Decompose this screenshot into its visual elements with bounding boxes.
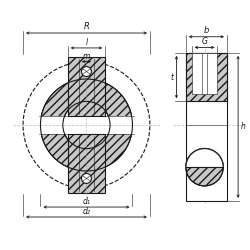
Wedge shape xyxy=(92,80,132,170)
Text: d₁: d₁ xyxy=(82,197,90,206)
Circle shape xyxy=(82,174,92,184)
Bar xyxy=(202,53,207,94)
Bar xyxy=(186,53,227,102)
Text: R: R xyxy=(84,22,89,31)
Circle shape xyxy=(40,79,132,171)
Circle shape xyxy=(63,102,110,148)
Bar xyxy=(186,53,227,201)
Text: l: l xyxy=(86,38,87,47)
Text: t: t xyxy=(171,73,174,82)
Wedge shape xyxy=(186,148,224,167)
Text: d₂: d₂ xyxy=(82,207,90,216)
Bar xyxy=(68,134,105,193)
Text: b: b xyxy=(204,26,209,35)
Circle shape xyxy=(82,66,92,76)
Text: h: h xyxy=(240,122,246,131)
Bar xyxy=(68,57,105,116)
Bar xyxy=(192,53,218,94)
Wedge shape xyxy=(40,80,80,170)
Text: m: m xyxy=(83,52,90,60)
Text: G: G xyxy=(202,38,207,46)
Bar xyxy=(38,116,135,134)
Circle shape xyxy=(186,148,223,186)
